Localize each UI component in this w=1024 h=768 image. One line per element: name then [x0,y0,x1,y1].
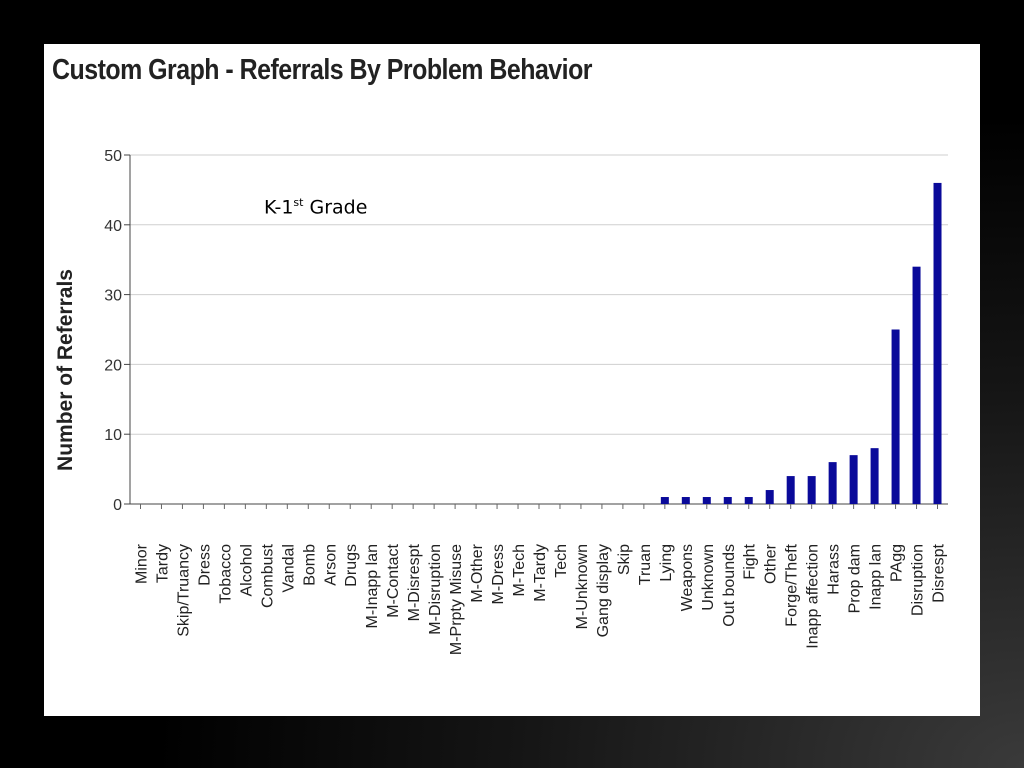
x-tick-label: Lying [658,544,675,582]
bar [723,497,732,504]
bar [702,497,711,504]
x-tick-label: M-Tardy [532,544,549,602]
x-tick-label: M-Disrespt [406,543,423,621]
x-tick-label: Inapp affection [805,544,822,649]
tick-labels: 0 10 20 30 40 50 Minor Tardy Skip/Truancy Dress To… [104,148,947,655]
x-tick-label: Truan [637,544,654,585]
x-tick-label: M-Unknown [574,544,591,629]
chart-panel: Custom Graph - Referrals By Problem Beha… [44,44,980,716]
x-tick-label: Disruption [910,544,927,616]
x-tick-label: M-Prpty Misuse [448,544,465,655]
x-tick-label: M-Contact [385,543,402,617]
x-tick-label: Minor [133,543,150,584]
bar [933,182,942,505]
bar-chart: 0 10 20 30 40 50 Minor Tardy Skip/Truancy Dress To… [54,148,948,655]
y-tick-label: 40 [104,218,122,235]
x-tick-label: M-Tech [511,544,528,596]
bar [660,497,669,504]
chart-title: Custom Graph - Referrals By Problem Beha… [52,54,593,86]
bar [891,329,900,504]
grade-annotation-suffix: Grade [303,196,368,219]
x-tick-label: Other [763,543,780,584]
x-tick-label: Vandal [280,544,297,593]
x-tick-label: Bomb [301,544,318,586]
y-tick-label: 20 [104,357,122,374]
bar [765,490,774,504]
x-tick-label: M-Other [469,543,486,602]
bar [870,448,879,504]
x-tick-label: Prop dam [847,544,864,613]
bar [912,266,921,504]
x-tick-label: Dress [196,544,213,586]
x-tick-label: Fight [742,543,759,579]
x-tick-label: M-Disruption [427,544,444,635]
x-tick-label: Arson [322,544,339,586]
x-tick-label: Tardy [154,544,171,583]
x-tick-label: M-Dress [490,544,507,604]
bar [681,497,690,504]
grid-lines [130,154,948,435]
x-tick-label: M-Inapp lan [364,544,381,629]
bar [828,462,837,504]
bar [786,476,795,504]
x-tick-label: Unknown [700,544,717,611]
grade-annotation-prefix: K-1 [264,196,294,219]
x-tick-label: Disrespt [931,543,948,602]
y-tick-label: 50 [104,148,122,165]
x-tick-label: Combust [259,543,276,608]
x-tick-label: Weapons [679,544,696,611]
bar [744,497,753,504]
x-tick-label: Skip [616,544,633,575]
x-tick-label: Tobacco [217,544,234,604]
x-tick-label: Alcohol [238,544,255,596]
grade-annotation: K-1st Grade [264,196,367,218]
axes [124,154,948,509]
y-tick-label: 30 [104,288,122,305]
x-tick-label: Harass [826,544,843,595]
x-tick-label: Tech [553,544,570,578]
x-tick-label: Out bounds [721,544,738,627]
y-tick-label: 0 [113,497,122,514]
grade-annotation-sup: st [293,196,304,209]
x-tick-label: Forge/Theft [784,543,801,626]
y-axis-label: Number of Referrals [54,269,77,471]
bars [660,182,942,505]
x-tick-label: Gang display [595,544,612,637]
x-tick-label: Inapp lan [868,544,885,610]
x-tick-label: Drugs [343,544,360,587]
x-tick-label: PAgg [889,544,906,582]
x-tick-label: Skip/Truancy [175,544,192,637]
bar [849,455,858,504]
y-tick-label: 10 [104,427,122,444]
bar [807,476,816,504]
